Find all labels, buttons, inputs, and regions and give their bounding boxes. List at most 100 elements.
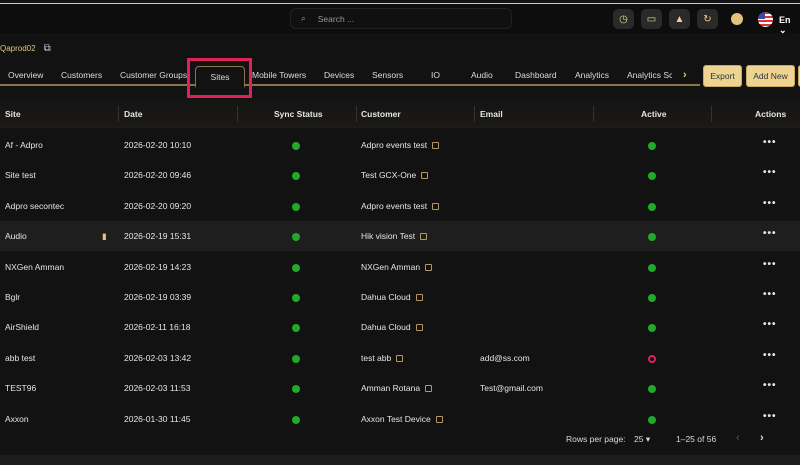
sync-status-icon [292,385,300,394]
tab-sites[interactable]: Sites [195,66,245,88]
customer-link[interactable]: Dahua Cloud [361,322,423,332]
export-button[interactable]: Export [703,65,742,87]
more-actions-icon[interactable]: ••• [763,228,777,240]
table-row[interactable]: AirShield 2026-02-11 16:18 Dahua Cloud •… [0,312,800,342]
site-date: 2026-02-20 09:20 [124,200,192,211]
table-header: Site Date Sync Status Customer Email Act… [0,100,800,128]
customer-link[interactable]: Axxon Test Device [361,414,443,424]
table-row[interactable]: Site test 2026-02-20 09:46 Test GCX-One … [0,160,800,190]
site-name[interactable]: Site test [5,170,36,181]
language-select[interactable]: En ⌄ [779,15,791,35]
more-actions-icon[interactable]: ••• [763,410,777,422]
col-date[interactable]: Date [124,109,143,119]
more-actions-icon[interactable]: ••• [763,349,777,361]
monitor-icon[interactable]: ▭ [641,9,662,29]
rows-per-page-select[interactable]: 25 ▾ [634,434,651,444]
site-name[interactable]: NXGen Amman [5,261,65,272]
site-name[interactable]: abb test [5,352,36,363]
site-date: 2026-02-19 03:39 [124,292,192,302]
table-row[interactable]: Adpro secontec 2026-02-20 09:20 Adpro ev… [0,191,800,221]
tab-dashboard[interactable]: Dashboard [515,70,557,80]
customer-link[interactable]: Dahua Cloud [361,292,423,302]
external-link-icon[interactable] [415,294,423,301]
refresh-icon[interactable]: ↻ [697,9,718,29]
tab-analytics[interactable]: Analytics [575,70,610,80]
site-name[interactable]: AirShield [5,322,40,333]
more-actions-icon[interactable]: ••• [763,258,777,270]
chevron-right-icon[interactable]: › [683,69,687,81]
more-actions-icon[interactable]: ••• [763,197,777,209]
add-new-button[interactable]: Add New [746,65,795,87]
external-link-icon[interactable] [435,415,443,423]
external-link-icon[interactable] [432,142,440,149]
more-button[interactable] [798,65,800,87]
col-customer[interactable]: Customer [361,109,401,119]
customer-link[interactable]: NXGen Amman [361,262,433,272]
copy-icon[interactable]: ⧉ [43,43,51,54]
external-link-icon[interactable] [432,202,440,210]
external-link-icon[interactable] [425,385,433,393]
table-row[interactable]: Audio ▮ 2026-02-19 15:31 Hik vision Test… [0,221,800,252]
customer-link[interactable]: Adpro events test [361,201,440,211]
next-page-button[interactable]: › [760,432,764,444]
site-name[interactable]: Af - Adpro [5,140,43,150]
table-row[interactable]: abb test 2026-02-03 13:42 test abb add@s… [0,343,800,373]
us-flag-icon[interactable] [758,12,773,27]
col-sync-status[interactable]: Sync Status [274,109,323,119]
sync-status-icon [292,324,300,333]
external-link-icon[interactable] [396,354,404,362]
tab-analytics-sc[interactable]: Analytics Sc [627,70,672,80]
site-date: 2026-02-11 16:18 [124,322,191,333]
customer-link[interactable]: Amman Rotana [361,383,433,393]
sync-status-icon [292,354,300,363]
more-actions-icon[interactable]: ••• [763,137,777,148]
tab-overview[interactable]: Overview [8,70,44,80]
user-icon[interactable]: ▲ [669,9,690,29]
customer-link[interactable]: Test GCX-One [361,170,429,180]
tab-audio[interactable]: Audio [471,70,493,80]
coins-icon[interactable] [731,13,743,25]
external-link-icon[interactable] [421,172,429,180]
clock-icon[interactable]: ◷ [613,9,634,29]
customer-link[interactable]: Hik vision Test [361,231,428,241]
tab-mobile-towers[interactable]: Mobile Towers [252,70,307,80]
external-link-icon[interactable] [425,263,433,271]
sync-status-icon [292,172,300,181]
site-name[interactable]: TEST96 [5,383,37,394]
tab-bar: Overview Customers Customer Groups Sites Mob… [0,64,700,88]
more-actions-icon[interactable]: ••• [763,319,777,331]
copy-icon[interactable]: ▮ [102,231,107,242]
active-status-icon [648,324,656,333]
external-link-icon[interactable] [420,233,428,241]
tab-devices[interactable]: Devices [324,70,355,80]
tab-customers[interactable]: Customers [61,70,103,80]
tab-sensors[interactable]: Sensors [372,70,404,80]
site-name[interactable]: Adpro secontec [5,200,65,211]
active-status-icon [648,142,656,150]
more-actions-icon[interactable]: ••• [763,289,777,300]
col-site[interactable]: Site [5,109,21,119]
more-actions-icon[interactable]: ••• [763,380,777,392]
table-row[interactable]: TEST96 2026-02-03 11:53 Amman Rotana Tes… [0,373,800,403]
search-input[interactable]: ⌕ Search ... [290,8,512,29]
table-row[interactable]: Axxon 2026-01-30 11:45 Axxon Test Device… [0,404,800,434]
tab-customer-groups[interactable]: Customer Groups [120,70,188,80]
customer-link[interactable]: Adpro events test [361,140,440,150]
pagination-range: 1–25 of 56 [676,434,717,444]
active-status-icon [648,385,656,394]
site-name[interactable]: Axxon [5,413,29,424]
site-name[interactable]: Audio [5,231,27,242]
active-status-icon [648,202,656,211]
table-row[interactable]: Bglr 2026-02-19 03:39 Dahua Cloud ••• [0,282,800,312]
col-email[interactable]: Email [480,109,503,119]
more-actions-icon[interactable]: ••• [763,167,777,179]
tab-io[interactable]: IO [431,70,440,80]
site-name[interactable]: Bglr [5,292,21,302]
col-active[interactable]: Active [641,109,667,119]
sync-status-icon [292,233,300,242]
table-row[interactable]: Af - Adpro 2026-02-20 10:10 Adpro events… [0,130,800,160]
table-row[interactable]: NXGen Amman 2026-02-19 14:23 NXGen Amman… [0,252,800,282]
customer-link[interactable]: test abb [361,353,404,363]
prev-page-button[interactable]: ‹ [736,432,740,444]
external-link-icon[interactable] [415,324,423,332]
